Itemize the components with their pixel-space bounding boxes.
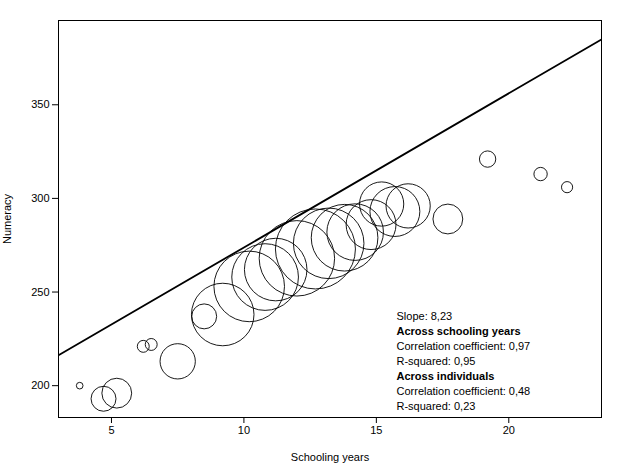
svg-text:Correlation coefficient: 0,48: Correlation coefficient: 0,48 xyxy=(397,385,531,397)
svg-text:5: 5 xyxy=(108,424,114,436)
svg-text:250: 250 xyxy=(31,286,49,298)
svg-text:Across schooling years: Across schooling years xyxy=(397,325,521,337)
svg-text:R-squared: 0,23: R-squared: 0,23 xyxy=(397,400,476,412)
svg-text:20: 20 xyxy=(503,424,515,436)
svg-text:10: 10 xyxy=(238,424,250,436)
svg-text:Slope: 8,23: Slope: 8,23 xyxy=(397,310,453,322)
svg-text:Numeracy: Numeracy xyxy=(1,193,13,244)
svg-text:200: 200 xyxy=(31,379,49,391)
svg-text:350: 350 xyxy=(31,98,49,110)
svg-text:Schooling years: Schooling years xyxy=(291,451,370,463)
svg-text:Correlation coefficient: 0,97: Correlation coefficient: 0,97 xyxy=(397,340,531,352)
svg-text:Across individuals: Across individuals xyxy=(397,370,495,382)
svg-text:300: 300 xyxy=(31,192,49,204)
svg-text:R-squared: 0,95: R-squared: 0,95 xyxy=(397,355,476,367)
svg-text:15: 15 xyxy=(370,424,382,436)
